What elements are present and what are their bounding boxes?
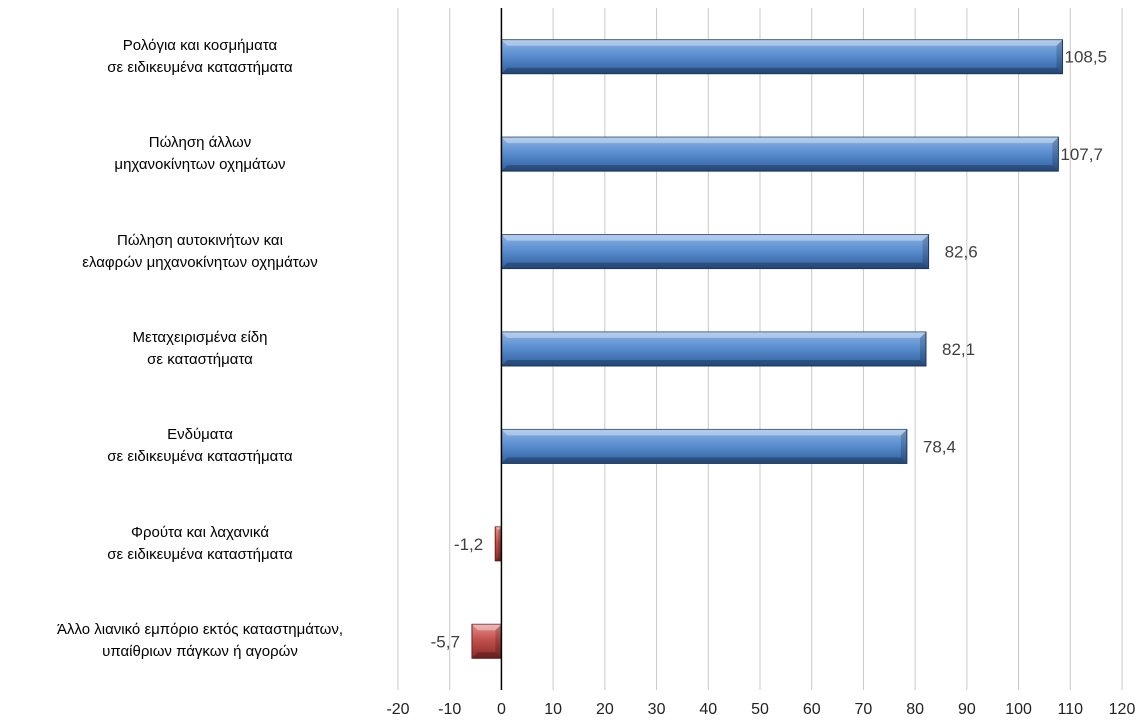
x-tick-label: 10 — [544, 701, 562, 718]
data-label: 107,7 — [1060, 145, 1103, 164]
x-tick-label: 40 — [699, 701, 717, 718]
category-label: Πώληση άλλων μηχανοκίνητων οχημάτων — [0, 132, 400, 176]
x-tick-label: 120 — [1109, 701, 1136, 718]
x-tick-label: 90 — [958, 701, 976, 718]
category-label-line: μηχανοκίνητων οχημάτων — [114, 156, 286, 174]
data-label: 82,1 — [942, 340, 975, 359]
x-tick-label: 50 — [751, 701, 769, 718]
bar — [500, 234, 930, 270]
category-label-line: Ρολόγια και κοσμήματα — [122, 36, 278, 54]
x-tick-label: -10 — [438, 701, 461, 718]
category-label-line: σε καταστήματα — [147, 351, 253, 368]
x-tick-label: 80 — [906, 701, 924, 718]
x-tick-label: 20 — [596, 701, 614, 718]
data-label: -1,2 — [454, 535, 483, 554]
x-tick-label: 60 — [803, 701, 821, 718]
category-label: Μεταχειρισμένα είδη σε καταστήματα — [0, 327, 400, 371]
bar — [500, 428, 908, 464]
x-tick-label: 30 — [648, 701, 666, 718]
category-label: Φρούτα και λαχανικά σε ειδικευμένα καταστ… — [0, 522, 400, 566]
category-label-line: Μεταχειρισμένα είδη — [132, 329, 268, 346]
x-tick-label: 0 — [497, 701, 506, 718]
category-label-line: Άλλο λιανικό εμπόριο εκτός καταστημάτων, — [56, 621, 343, 639]
category-label-line: σε ειδικευμένα καταστήματα — [107, 545, 293, 563]
bar — [500, 136, 1059, 172]
bar — [500, 331, 927, 367]
category-label-line: υπαίθριων πάγκων ή αγορών — [102, 643, 298, 661]
bar — [494, 526, 502, 562]
category-label-line: ελαφρών μηχανοκίνητων οχημάτων — [82, 253, 318, 271]
category-label-line: σε ειδικευμένα καταστήματα — [107, 448, 293, 466]
category-label-line: Φρούτα και λαχανικά — [131, 523, 269, 541]
category-label-line: σε ειδικευμένα καταστήματα — [107, 58, 293, 76]
x-tick-label: 70 — [855, 701, 873, 718]
x-tick-label: -20 — [386, 701, 409, 718]
data-label: 78,4 — [923, 437, 956, 456]
category-label: Άλλο λιανικό εμπόριο εκτός καταστημάτων,… — [0, 619, 400, 663]
category-label-line: Ενδύματα — [167, 426, 233, 444]
x-tick-label: 100 — [1005, 701, 1032, 718]
category-label: Ρολόγια και κοσμήματα σε ειδικευμένα κατα… — [0, 35, 400, 79]
bar — [471, 623, 502, 659]
bar — [500, 39, 1064, 75]
x-tick-label: 110 — [1058, 701, 1084, 718]
data-label: -5,7 — [431, 632, 460, 651]
data-label: 108,5 — [1065, 48, 1108, 67]
category-label: Ενδύματα σε ειδικευμένα καταστήματα — [0, 424, 400, 468]
data-label: 82,6 — [945, 243, 978, 262]
category-label-line: Πώληση άλλων — [148, 134, 252, 152]
category-label: Πώληση αυτοκινήτων και ελαφρών μηχανοκίνη… — [0, 230, 400, 274]
category-label-line: Πώληση αυτοκινήτων και — [117, 231, 283, 249]
